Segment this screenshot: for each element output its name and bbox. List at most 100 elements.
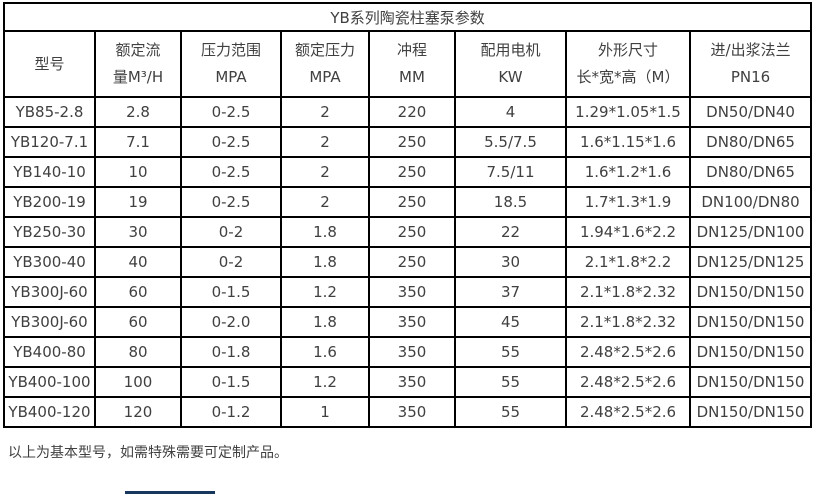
column-header-line2: 长*宽*高（M） (576, 68, 680, 86)
table-cell: 1.8 (280, 246, 370, 278)
table-cell: YB400-80 (3, 336, 96, 368)
table-cell: 350 (368, 306, 456, 338)
table-row: YB300-40 40 0-2 1.8 250 30 2.1*1.8*2.2 DN125/DN… (3, 246, 813, 278)
column-header: 额定压力 MPA (280, 30, 370, 98)
table-cell: DN125/DN125 (688, 246, 813, 278)
table-cell: 250 (368, 186, 456, 218)
table-cell: 80 (94, 336, 182, 368)
column-header: 进/出浆法兰 PN16 (688, 30, 813, 98)
table-cell: DN80/DN65 (688, 156, 813, 188)
table-cell: 40 (94, 246, 182, 278)
table-cell: 0-2.5 (180, 96, 282, 128)
table-cell: 2.1*1.8*2.32 (565, 306, 691, 338)
table-cell: 2 (280, 156, 370, 188)
table-cell: 0-2 (180, 246, 282, 278)
table-cell: 250 (368, 216, 456, 248)
table-cell: 1.2 (280, 276, 370, 308)
column-header-line1: 额定流 (115, 41, 161, 59)
table-cell: 350 (368, 276, 456, 308)
table-cell: 2.8 (94, 96, 182, 128)
table-cell: 250 (368, 156, 456, 188)
column-header-line1: 冲程 (396, 41, 427, 59)
table-cell: YB85-2.8 (3, 96, 96, 128)
column-header: 型号 (3, 30, 96, 98)
table-cell: 1.8 (280, 216, 370, 248)
column-header-line2: MPA (309, 68, 341, 86)
spec-table: YB系列陶瓷柱塞泵参数 型号 额定流 量M³/H 压力范围 MPA 额定压力 MPA 冲程 MM… (2, 2, 813, 428)
table-cell: 2.48*2.5*2.6 (565, 396, 691, 428)
table-cell: 250 (368, 126, 456, 158)
table-cell: 2 (280, 126, 370, 158)
table-cell: 1 (280, 396, 370, 428)
table-row: YB200-19 19 0-2.5 2 250 18.5 1.7*1.3*1.9 DN100/… (3, 186, 813, 218)
column-header-line1: 压力范围 (200, 41, 261, 59)
table-cell: DN150/DN150 (688, 306, 813, 338)
table-cell: 100 (94, 366, 182, 398)
table-row: YB400-80 80 0-1.8 1.6 350 55 2.48*2.5*2.6 DN150… (3, 336, 813, 368)
column-header-line2: KW (498, 68, 523, 86)
partial-underline (125, 491, 215, 494)
table-cell: 18.5 (454, 186, 567, 218)
table-cell: 10 (94, 156, 182, 188)
table-cell: DN80/DN65 (688, 126, 813, 158)
table-cell: 1.7*1.3*1.9 (565, 186, 691, 218)
table-cell: 2 (280, 96, 370, 128)
column-header: 配用电机 KW (454, 30, 567, 98)
table-cell: 60 (94, 276, 182, 308)
table-cell: 2 (280, 186, 370, 218)
table-row: YB85-2.8 2.8 0-2.5 2 220 4 1.29*1.05*1.5 DN50/D… (3, 96, 813, 128)
table-cell: YB250-30 (3, 216, 96, 248)
table-cell: 55 (454, 396, 567, 428)
column-header-line2: PN16 (730, 68, 771, 86)
table-cell: DN100/DN80 (688, 186, 813, 218)
title-row: YB系列陶瓷柱塞泵参数 (2, 2, 813, 32)
table-cell: 0-2.5 (180, 156, 282, 188)
table-row: YB300J-60 60 0-1.5 1.2 350 37 2.1*1.8*2.32 DN15… (3, 276, 813, 308)
table-cell: 4 (454, 96, 567, 128)
table-cell: 2.1*1.8*2.2 (565, 246, 691, 278)
table-cell: DN150/DN150 (688, 276, 813, 308)
table-cell: 0-2.5 (180, 186, 282, 218)
table-cell: 7.1 (94, 126, 182, 158)
table-cell: 1.94*1.6*2.2 (565, 216, 691, 248)
table-cell: YB200-19 (3, 186, 96, 218)
table-cell: YB400-120 (3, 396, 96, 428)
table-cell: 350 (368, 396, 456, 428)
footer-note: 以上为基本型号，如需特殊需要可定制产品。 (8, 445, 288, 461)
table-cell: YB140-10 (3, 156, 96, 188)
column-header-line1: 配用电机 (480, 41, 541, 59)
table-cell: 1.6*1.15*1.6 (565, 126, 691, 158)
table-cell: 55 (454, 336, 567, 368)
table-cell: DN150/DN150 (688, 366, 813, 398)
table-cell: 60 (94, 306, 182, 338)
table-cell: YB400-100 (3, 366, 96, 398)
table-cell: 7.5/11 (454, 156, 567, 188)
table-cell: 0-2.5 (180, 126, 282, 158)
table-cell: 0-1.5 (180, 366, 282, 398)
table-cell: YB120-7.1 (3, 126, 96, 158)
column-header: 冲程 MM (368, 30, 456, 98)
table-row: YB300J-60 60 0-2.0 1.8 350 45 2.1*1.8*2.32 DN15… (3, 306, 813, 338)
column-header-line1: 外形尺寸 (597, 41, 658, 59)
table-cell: 45 (454, 306, 567, 338)
table-cell: YB300-40 (3, 246, 96, 278)
table-row: YB400-100 100 0-1.5 1.2 350 55 2.48*2.5*2.6 DN1… (3, 366, 813, 398)
table-cell: 1.6*1.2*1.6 (565, 156, 691, 188)
table-body: YB85-2.8 2.8 0-2.5 2 220 4 1.29*1.05*1.5 DN50/D… (3, 96, 813, 428)
table-cell: 30 (454, 246, 567, 278)
table-cell: 19 (94, 186, 182, 218)
table-cell: 220 (368, 96, 456, 128)
table-cell: DN150/DN150 (688, 336, 813, 368)
table-cell: 2.1*1.8*2.32 (565, 276, 691, 308)
table-cell: YB300J-60 (3, 306, 96, 338)
table-cell: 2.48*2.5*2.6 (565, 336, 691, 368)
table-cell: DN125/DN100 (688, 216, 813, 248)
table-row: YB400-120 120 0-1.2 1 350 55 2.48*2.5*2.6 DN150… (3, 396, 813, 428)
column-header-line1: 型号 (34, 54, 65, 73)
table-cell: 2.48*2.5*2.6 (565, 366, 691, 398)
column-header: 压力范围 MPA (180, 30, 282, 98)
table-cell: 350 (368, 366, 456, 398)
column-header: 额定流 量M³/H (94, 30, 182, 98)
table-cell: 250 (368, 246, 456, 278)
